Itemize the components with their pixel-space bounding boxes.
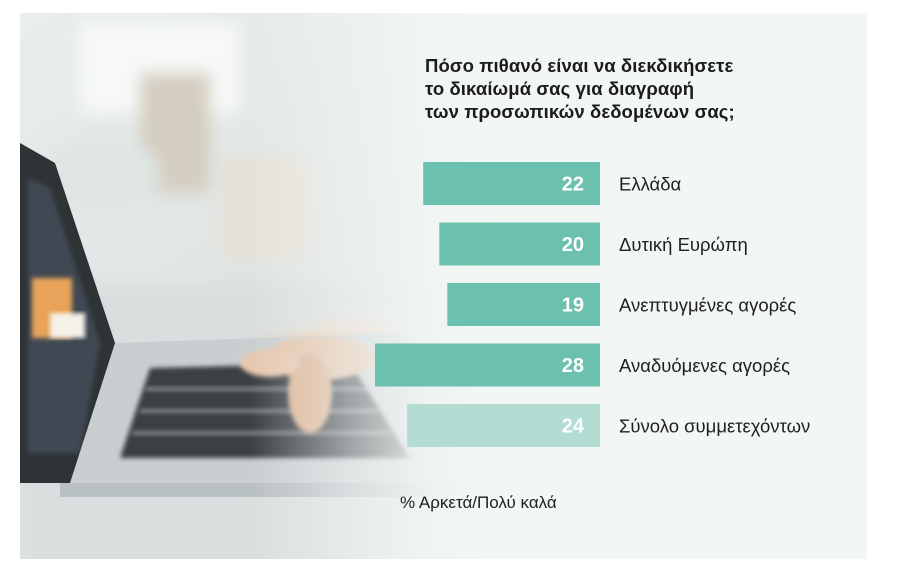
chart-title-line: το δικαίωμά σας για διαγραφή [425, 78, 695, 99]
chart-title-line: Πόσο πιθανό είναι να διεκδικήσετε [425, 55, 734, 76]
bar [375, 343, 600, 387]
bar-value-label: 28 [562, 355, 584, 377]
infographic-frame: Πόσο πιθανό είναι να διεκδικήσετε το δικ… [20, 13, 867, 559]
bar [423, 162, 600, 205]
bar-value-label: 22 [562, 174, 584, 196]
bar-value-label: 24 [562, 416, 585, 438]
bar [447, 283, 600, 326]
category-label: Σύνολο συμμετεχόντων [619, 416, 810, 437]
bar [439, 222, 600, 266]
category-label: Αναδυόμενες αγορές [619, 355, 790, 376]
chart-title: Πόσο πιθανό είναι να διεκδικήσετε το δικ… [425, 54, 845, 123]
category-label: Δυτική Ευρώπη [619, 234, 748, 255]
bar [407, 404, 600, 447]
bar-value-label: 20 [562, 234, 584, 256]
category-label: Ανεπτυγμένες αγορές [619, 295, 796, 316]
background-fade [20, 13, 867, 559]
bar-chart: 22 Ελλάδα 20 Δυτική Ευρώπη 19 Ανεπτυγμένες αγ… [375, 162, 810, 447]
chart-title-line: των προσωπικών δεδομένων σας; [425, 101, 735, 122]
category-label: Ελλάδα [619, 174, 682, 195]
bar-value-label: 19 [562, 295, 584, 317]
unit-note: % Αρκετά/Πολύ καλά [400, 493, 557, 512]
